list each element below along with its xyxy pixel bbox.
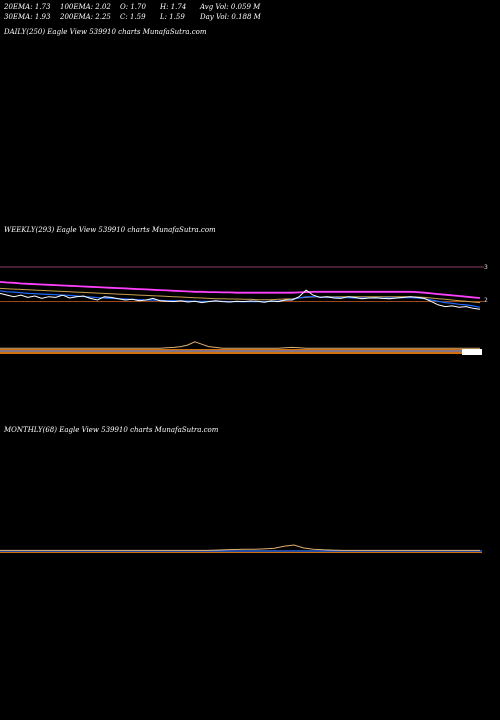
y-tick-label-0: 3 (484, 264, 488, 271)
stat-20ema: 20EMA: 1.73 (4, 3, 51, 11)
stat-day-vol: Day Vol: 0.188 M (200, 13, 261, 21)
stat-30ema: 30EMA: 1.93 (4, 13, 51, 21)
stat-high: H: 1.74 (160, 3, 187, 11)
weekly-volume-latest (462, 349, 482, 355)
stat-low: L: 1.59 (160, 13, 185, 21)
daily-panel-label: DAILY(250) Eagle View 539910 charts Muna… (4, 28, 207, 36)
y-tick-label-1: 2 (484, 297, 488, 304)
weekly-ema-mid-line (0, 287, 481, 304)
monthly-price-line (0, 544, 480, 551)
monthly-panel-label: MONTHLY(68) Eagle View 539910 charts Mun… (4, 426, 219, 434)
stat-close: C: 1.59 (120, 13, 146, 21)
stat-100ema: 100EMA: 2.02 (60, 3, 111, 11)
stat-200ema: 200EMA: 2.25 (60, 13, 111, 21)
stat-avg-vol: Avg Vol: 0.059 M (200, 3, 261, 11)
weekly-volume-spike (0, 341, 480, 349)
weekly-panel-label: WEEKLY(293) Eagle View 539910 charts Mun… (4, 226, 216, 234)
weekly-price-line (0, 289, 481, 310)
stat-open: O: 1.70 (120, 3, 146, 11)
weekly-ema-slow-line (0, 281, 481, 299)
